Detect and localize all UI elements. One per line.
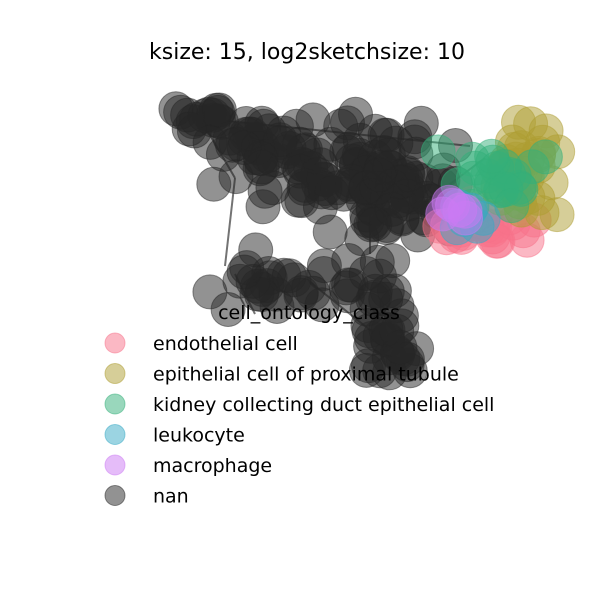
data-point [368,281,404,317]
data-point [431,184,467,220]
data-point [192,124,228,160]
legend-label: nan [153,486,189,508]
legend-marker [104,393,126,415]
data-point [351,348,386,384]
data-point [283,275,319,311]
legend-label: endothelial cell [153,333,298,355]
legend-label: macrophage [153,455,272,477]
data-point [245,189,281,225]
legend-label: leukocyte [153,425,245,447]
legend-marker [104,454,126,476]
data-point [312,214,348,250]
legend-marker [104,424,126,445]
series-macrophage [425,184,484,236]
series-kidney-collecting-duct-epithelial-cell [420,134,563,224]
data-point [218,159,254,195]
legend-marker [104,363,126,384]
legend-label: epithelial cell of proximal tubule [153,364,459,386]
points-layer [158,91,576,391]
legend-title: cell_ontology_class [218,302,400,324]
data-point [361,157,397,193]
legend-marker [104,332,126,354]
data-point [344,221,380,257]
chart-title: ksize: 15, log2sketchsize: 10 [149,40,465,65]
legend-label: kidney collecting duct epithelial cell [153,394,494,416]
legend-marker [104,485,126,506]
data-point [420,134,456,170]
data-point [192,274,228,310]
data-point [226,254,262,290]
data-point [474,138,510,174]
legend: cell_ontology_class endothelial cell epit… [104,302,494,508]
data-point [382,329,418,365]
data-point [527,139,563,175]
data-point [314,175,350,211]
